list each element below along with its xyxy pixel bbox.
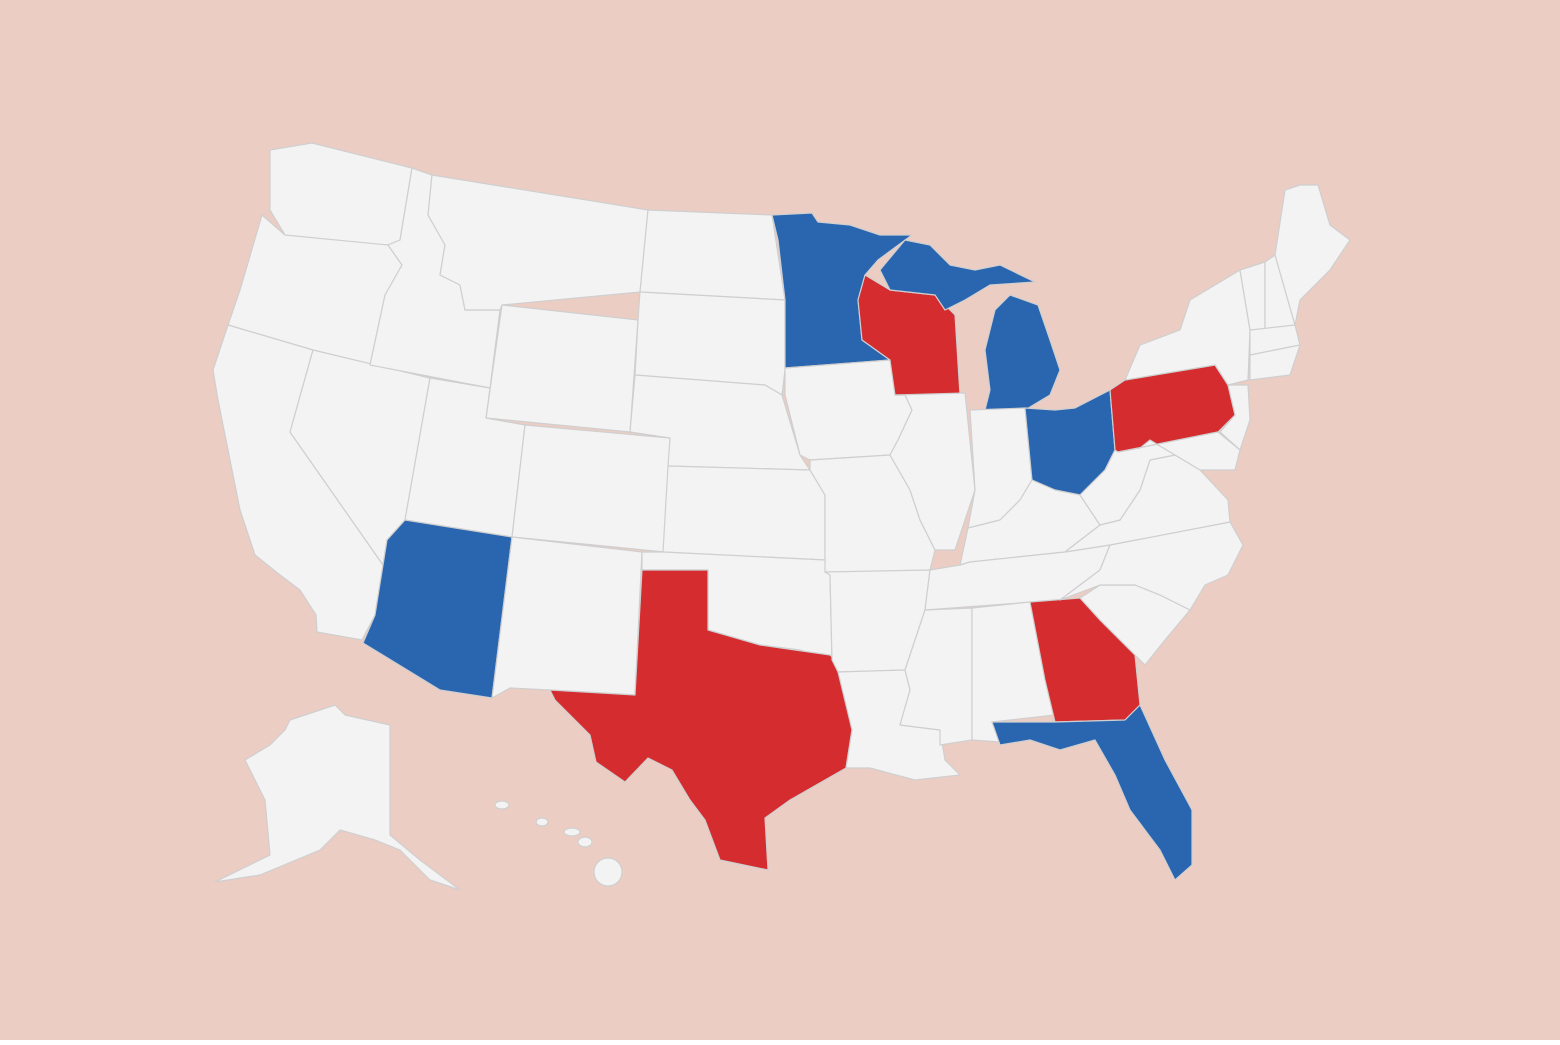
state-co — [511, 424, 671, 553]
state-wa — [269, 142, 413, 246]
state-ct — [1249, 344, 1301, 381]
state-nd — [639, 209, 786, 301]
state-ak — [214, 704, 461, 891]
state-hi-island — [563, 827, 581, 837]
state-hi-island — [494, 800, 510, 810]
state-ks — [662, 465, 826, 561]
state-ny — [1124, 269, 1251, 386]
state-mi — [879, 239, 1061, 411]
state-wy — [485, 304, 639, 433]
state-hi-island — [577, 836, 593, 848]
state-tx — [549, 569, 853, 871]
state-me — [1274, 184, 1351, 326]
state-mt — [427, 174, 649, 311]
state-hi-island — [535, 817, 549, 827]
state-md — [1117, 431, 1241, 471]
state-nc — [1059, 521, 1244, 611]
state-hi-island — [593, 857, 623, 887]
state-fl — [991, 704, 1193, 881]
state-nm — [491, 536, 643, 699]
state-az — [362, 519, 513, 699]
